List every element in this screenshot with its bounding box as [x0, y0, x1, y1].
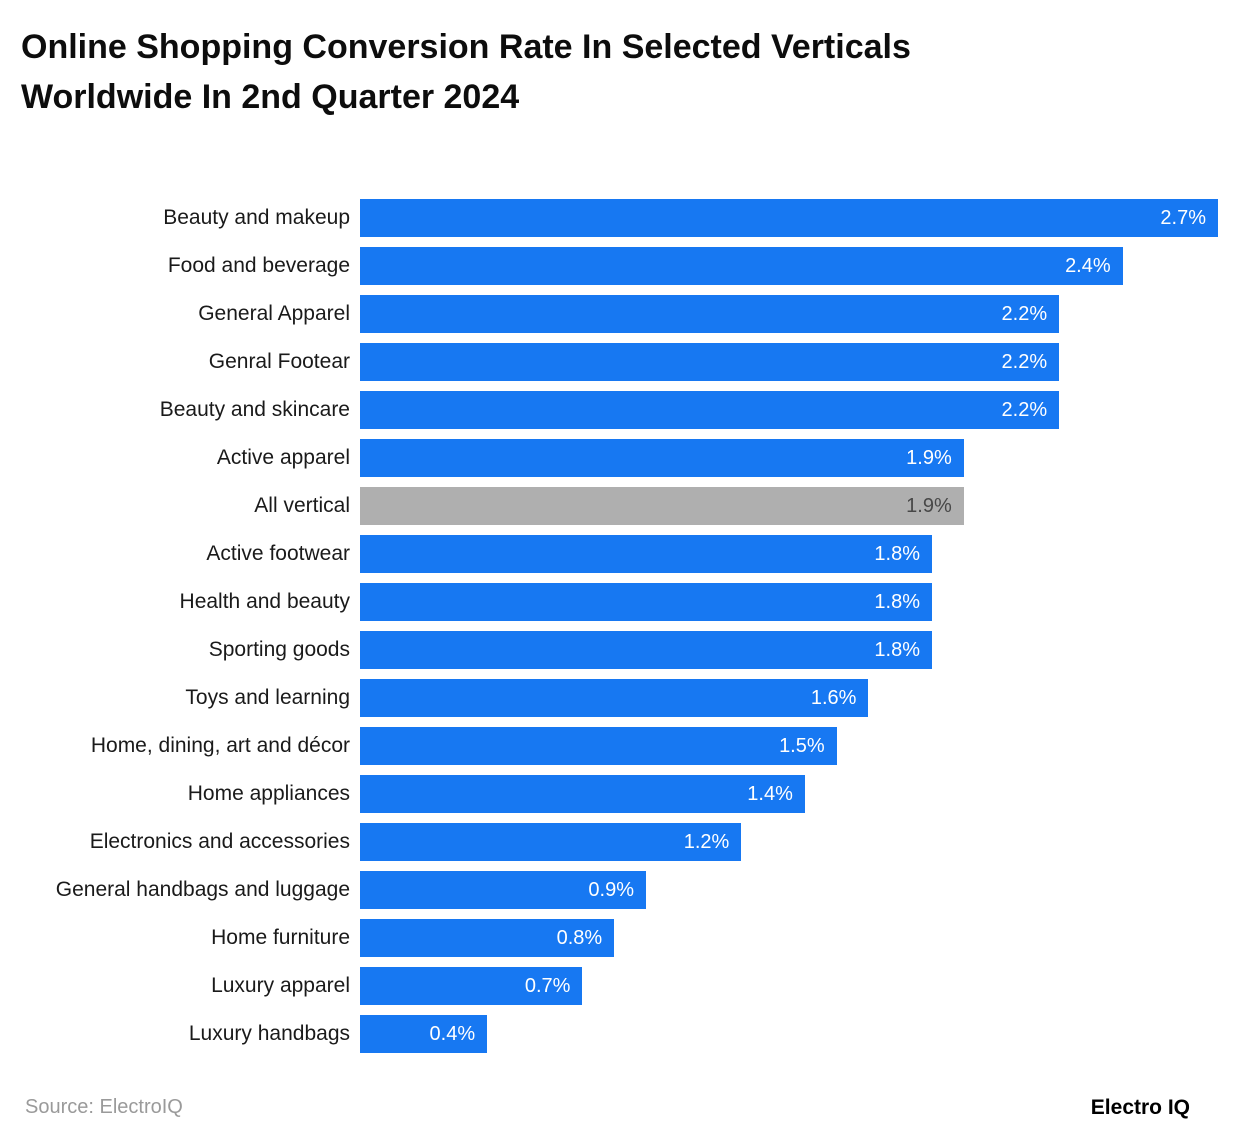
bar: 2.2%	[360, 295, 1060, 333]
bar-track: 1.9%	[360, 439, 1218, 477]
bar-rows: Beauty and makeup 2.7% Food and beverage 2.…	[0, 194, 1240, 1058]
category-label: Luxury apparel	[211, 974, 350, 997]
category-label: General handbags and luggage	[55, 878, 350, 901]
value-label: 1.2%	[683, 830, 730, 853]
bar: 1.5%	[360, 727, 837, 765]
chart-title-line2: Worldwide In 2nd Quarter 2024	[21, 78, 520, 116]
bar-row: Home appliances 1.4%	[0, 770, 1240, 818]
value-label: 2.7%	[1160, 206, 1206, 229]
bar-track: 2.2%	[360, 343, 1218, 381]
bar: 2.2%	[360, 343, 1060, 381]
category-label: Beauty and skincare	[159, 398, 350, 421]
bar-track: 0.4%	[360, 1015, 1218, 1053]
value-label: 1.8%	[874, 638, 920, 661]
bar-track: 0.8%	[360, 919, 1218, 957]
category-label: Health and beauty	[179, 590, 350, 613]
bar-row: Active apparel 1.9%	[0, 434, 1240, 482]
bar: 0.8%	[360, 919, 615, 957]
bar-row: Sporting goods 1.8%	[0, 626, 1240, 674]
bar-track: 0.9%	[360, 871, 1218, 909]
bar-row: General Apparel 2.2%	[0, 290, 1240, 338]
value-label: 0.4%	[429, 1022, 476, 1045]
bar-row: Health and beauty 1.8%	[0, 578, 1240, 626]
source-note: Source: ElectroIQ	[25, 1096, 183, 1118]
bar: 1.8%	[360, 631, 932, 669]
category-label: Sporting goods	[208, 638, 350, 661]
category-label: Home appliances	[187, 782, 350, 805]
bar-track: 0.7%	[360, 967, 1218, 1005]
value-label: 2.2%	[1001, 350, 1048, 373]
bar: 0.7%	[360, 967, 583, 1005]
bar-row: Active footwear 1.8%	[0, 530, 1240, 578]
bar-row: Beauty and makeup 2.7%	[0, 194, 1240, 242]
bar-track: 2.4%	[360, 247, 1218, 285]
bar-chart: Beauty and makeup 2.7% Food and beverage 2.…	[0, 194, 1240, 1058]
bar-track: 2.2%	[360, 295, 1218, 333]
bar: 1.2%	[360, 823, 742, 861]
brand-logo: Electro IQ	[1090, 1096, 1190, 1119]
bar-track: 1.8%	[360, 631, 1218, 669]
bar: 1.8%	[360, 583, 932, 621]
bar-track: 2.7%	[360, 199, 1218, 237]
value-label: 0.7%	[524, 974, 571, 997]
bar-track: 1.4%	[360, 775, 1218, 813]
bar-track: 1.5%	[360, 727, 1218, 765]
bar-row: Beauty and skincare 2.2%	[0, 386, 1240, 434]
value-label: 2.2%	[1001, 398, 1048, 421]
bar-track: 1.8%	[360, 583, 1218, 621]
category-label: Beauty and makeup	[163, 206, 350, 229]
value-label: 0.9%	[588, 878, 634, 901]
bar-row: Electronics and accessories 1.2%	[0, 818, 1240, 866]
bar: 2.7%	[360, 199, 1218, 237]
category-label: Active footwear	[206, 542, 350, 565]
category-label: Genral Footear	[208, 350, 350, 373]
bar-row: Home furniture 0.8%	[0, 914, 1240, 962]
bar: 0.4%	[360, 1015, 488, 1053]
bar-row: Luxury handbags 0.4%	[0, 1010, 1240, 1058]
bar-track: 1.9%	[360, 487, 1218, 525]
value-label: 1.8%	[874, 590, 920, 613]
value-label: 1.6%	[810, 686, 857, 709]
category-label: Active apparel	[216, 446, 350, 469]
category-label: Electronics and accessories	[89, 830, 350, 853]
value-label: 2.4%	[1065, 254, 1111, 277]
value-label: 1.9%	[906, 494, 952, 517]
chart-title-line1: Online Shopping Conversion Rate In Selec…	[21, 28, 911, 66]
bar-track: 1.2%	[360, 823, 1218, 861]
bar-row: General handbags and luggage 0.9%	[0, 866, 1240, 914]
bar: 2.4%	[360, 247, 1123, 285]
bar-row: All vertical 1.9%	[0, 482, 1240, 530]
bar: 1.9%	[360, 439, 964, 477]
bar: 2.2%	[360, 391, 1060, 429]
bar-row: Food and beverage 2.4%	[0, 242, 1240, 290]
bar: 1.9%	[360, 487, 964, 525]
category-label: Home, dining, art and décor	[90, 734, 350, 757]
chart-title: Online Shopping Conversion Rate In Selec…	[21, 22, 911, 122]
category-label: Toys and learning	[185, 686, 350, 709]
value-label: 1.8%	[874, 542, 920, 565]
bar: 1.6%	[360, 679, 869, 717]
bar: 0.9%	[360, 871, 646, 909]
bar-track: 1.8%	[360, 535, 1218, 573]
bar-row: Toys and learning 1.6%	[0, 674, 1240, 722]
bar-track: 1.6%	[360, 679, 1218, 717]
value-label: 1.9%	[906, 446, 952, 469]
value-label: 0.8%	[556, 926, 603, 949]
category-label: Luxury handbags	[188, 1022, 350, 1045]
bar-track: 2.2%	[360, 391, 1218, 429]
category-label: All vertical	[254, 494, 350, 517]
bar-row: Luxury apparel 0.7%	[0, 962, 1240, 1010]
bar: 1.8%	[360, 535, 932, 573]
category-label: General Apparel	[198, 302, 350, 325]
value-label: 1.5%	[779, 734, 825, 757]
category-label: Home furniture	[211, 926, 350, 949]
bar-row: Home, dining, art and décor 1.5%	[0, 722, 1240, 770]
bar: 1.4%	[360, 775, 805, 813]
bar-row: Genral Footear 2.2%	[0, 338, 1240, 386]
category-label: Food and beverage	[167, 254, 350, 277]
value-label: 2.2%	[1001, 302, 1048, 325]
value-label: 1.4%	[747, 782, 793, 805]
